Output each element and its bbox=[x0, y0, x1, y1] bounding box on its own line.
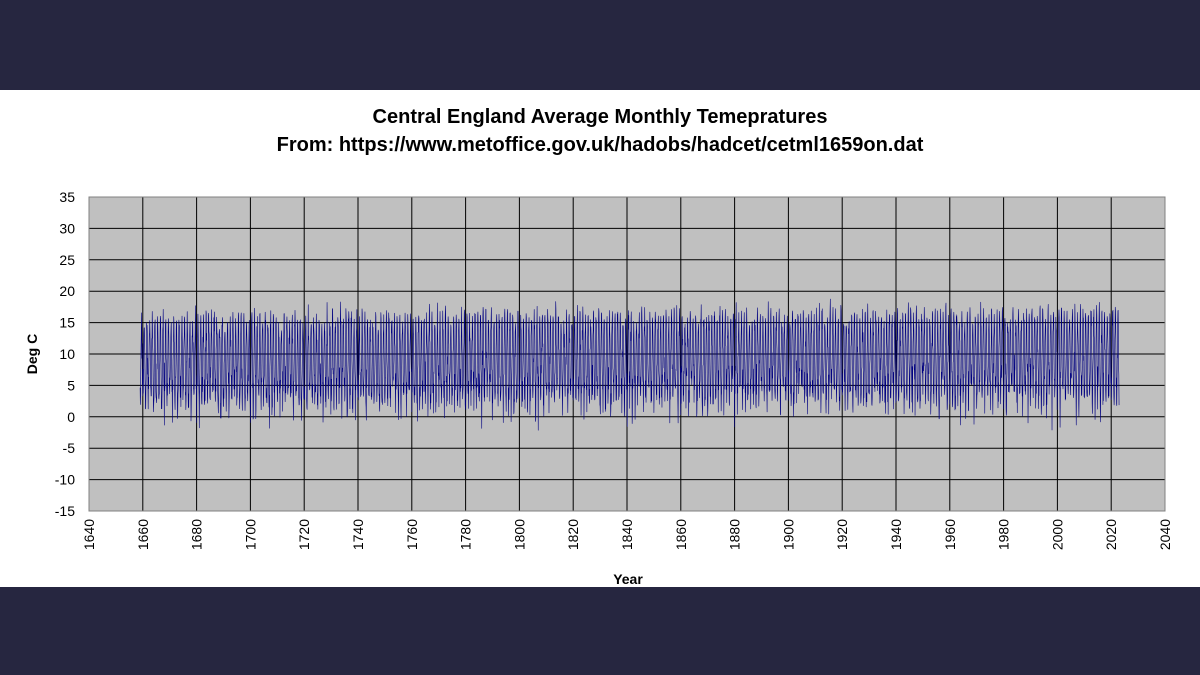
x-tick-label: 1900 bbox=[780, 519, 796, 550]
x-tick-label: 1860 bbox=[673, 519, 689, 550]
y-tick-label: -5 bbox=[63, 440, 76, 456]
x-tick-label: 1820 bbox=[565, 519, 581, 550]
y-tick-label: 25 bbox=[59, 252, 75, 268]
x-tick-label: 1780 bbox=[458, 519, 474, 550]
series-line-monthly-temperature bbox=[139, 298, 1120, 431]
x-tick-label: 1740 bbox=[350, 519, 366, 550]
x-tick-label: 1640 bbox=[81, 519, 97, 550]
x-tick-label: 1800 bbox=[511, 519, 527, 550]
y-tick-label: -10 bbox=[55, 472, 75, 488]
y-tick-label: 10 bbox=[59, 346, 75, 362]
x-tick-label: 1720 bbox=[296, 519, 312, 550]
chart: Central England Average Monthly Temeprat… bbox=[24, 106, 1173, 587]
series-layer bbox=[139, 298, 1120, 431]
x-tick-label: 1940 bbox=[888, 519, 904, 550]
y-tick-labels: 35 30 25 20 15 10 5 0 -5 -10 -15 bbox=[55, 189, 75, 519]
y-axis-title: Deg C bbox=[24, 334, 40, 374]
x-tick-label: 1880 bbox=[727, 519, 743, 550]
y-tick-label: 15 bbox=[59, 315, 75, 331]
y-tick-label: 35 bbox=[59, 189, 75, 205]
y-tick-label: 30 bbox=[59, 220, 75, 236]
y-tick-label: 0 bbox=[67, 409, 75, 425]
y-tick-label: -15 bbox=[55, 503, 75, 519]
x-tick-label: 1760 bbox=[404, 519, 420, 550]
chart-frame: Central England Average Monthly Temeprat… bbox=[0, 90, 1200, 587]
x-tick-label: 1980 bbox=[996, 519, 1012, 550]
x-tick-label: 1660 bbox=[135, 519, 151, 550]
x-tick-label: 1680 bbox=[189, 519, 205, 550]
x-tick-label: 2020 bbox=[1103, 519, 1119, 550]
grid-lines bbox=[88, 196, 1166, 512]
x-tick-label: 1960 bbox=[942, 519, 958, 550]
x-tick-label: 1700 bbox=[242, 519, 258, 550]
x-tick-label: 2040 bbox=[1157, 519, 1173, 550]
x-tick-labels: 1640 1660 1680 1700 1720 1740 1760 1780 1800 1820… bbox=[81, 519, 1173, 550]
chart-subtitle: From: https://www.metoffice.gov.uk/hadob… bbox=[277, 134, 924, 156]
plot-border bbox=[88, 196, 1166, 512]
y-tick-label: 20 bbox=[59, 283, 75, 299]
x-tick-label: 1840 bbox=[619, 519, 635, 550]
chart-title: Central England Average Monthly Temeprat… bbox=[373, 106, 828, 128]
x-tick-label: 2000 bbox=[1049, 519, 1065, 550]
x-axis-title: Year bbox=[613, 571, 643, 587]
x-tick-label: 1920 bbox=[834, 519, 850, 550]
y-tick-label: 5 bbox=[67, 377, 75, 393]
